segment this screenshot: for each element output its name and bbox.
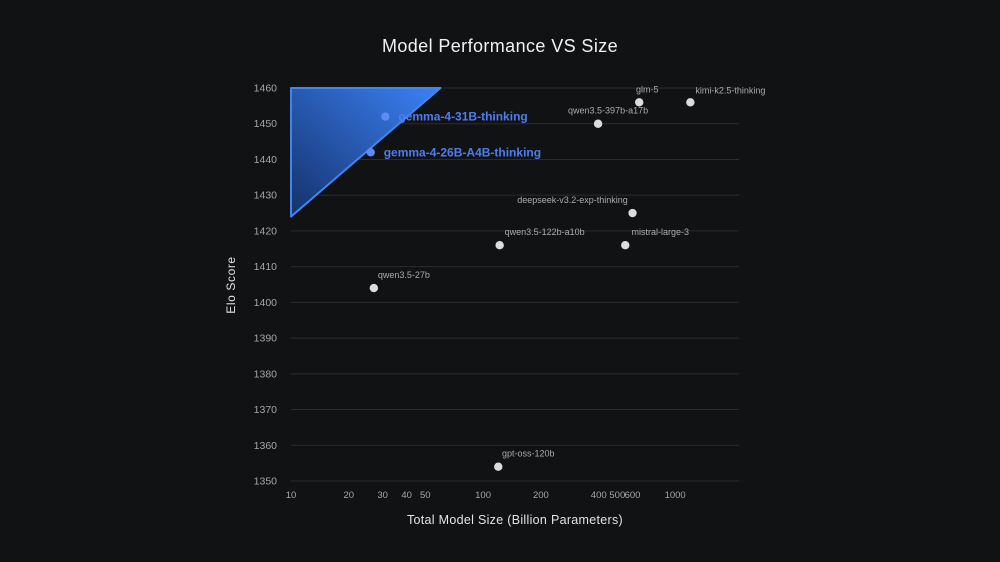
- data-point-label: qwen3.5-27b: [378, 270, 430, 280]
- data-point-label: mistral-large-3: [632, 227, 690, 237]
- x-tick-label: 30: [377, 490, 388, 501]
- data-point: [628, 208, 637, 218]
- x-tick-label: 1000: [665, 490, 686, 501]
- data-point: [369, 283, 379, 293]
- y-tick-label: 1460: [254, 83, 278, 95]
- data-point-label: gpt-oss-120b: [502, 449, 555, 459]
- data-point-label: qwen3.5-397b-a17b: [568, 106, 648, 116]
- x-tick-label: 600: [625, 490, 641, 501]
- pareto-frontier-region: [290, 87, 442, 218]
- x-tick-label: 100: [475, 490, 491, 501]
- x-axis-title: Total Model Size (Billion Parameters): [406, 513, 624, 527]
- x-tick-label: 50: [420, 490, 431, 501]
- data-point-label: deepseek-v3.2-exp-thinking: [517, 195, 628, 205]
- x-tick-label: 200: [533, 490, 549, 501]
- y-tick-label: 1380: [254, 368, 278, 380]
- x-tick-label: 40: [401, 490, 412, 501]
- data-point-label: gemma-4-31B-thinking: [398, 110, 527, 124]
- data-point: [494, 462, 503, 471]
- data-point: [381, 112, 390, 121]
- x-tick-label: 500: [609, 490, 625, 501]
- y-tick-label: 1420: [254, 225, 278, 237]
- data-point-label: qwen3.5-122b-a10b: [505, 227, 585, 237]
- y-tick-label: 1410: [254, 261, 278, 273]
- y-tick-label: 1360: [254, 440, 278, 452]
- data-point: [366, 148, 375, 157]
- x-tick-label: 400: [591, 490, 607, 501]
- y-tick-label: 1450: [254, 118, 278, 130]
- data-point-label: gemma-4-26B-A4B-thinking: [384, 145, 541, 159]
- chart-title: Model Performance VS Size: [381, 36, 619, 56]
- x-tick-label: 10: [286, 490, 297, 501]
- y-tick-label: 1440: [254, 154, 278, 166]
- data-point: [495, 241, 504, 250]
- data-point-label: glm-5: [636, 84, 659, 94]
- data-point: [621, 241, 630, 250]
- y-tick-label: 1350: [254, 476, 278, 488]
- data-point: [593, 119, 603, 128]
- y-tick-label: 1400: [254, 297, 278, 309]
- data-point: [686, 98, 695, 107]
- data-point-label: kimi-k2.5-thinking: [695, 85, 765, 95]
- y-tick-label: 1390: [254, 333, 278, 345]
- y-tick-label: 1430: [254, 190, 278, 202]
- y-tick-label: 1370: [254, 404, 278, 416]
- data-point: [635, 98, 644, 107]
- x-tick-label: 20: [344, 490, 355, 501]
